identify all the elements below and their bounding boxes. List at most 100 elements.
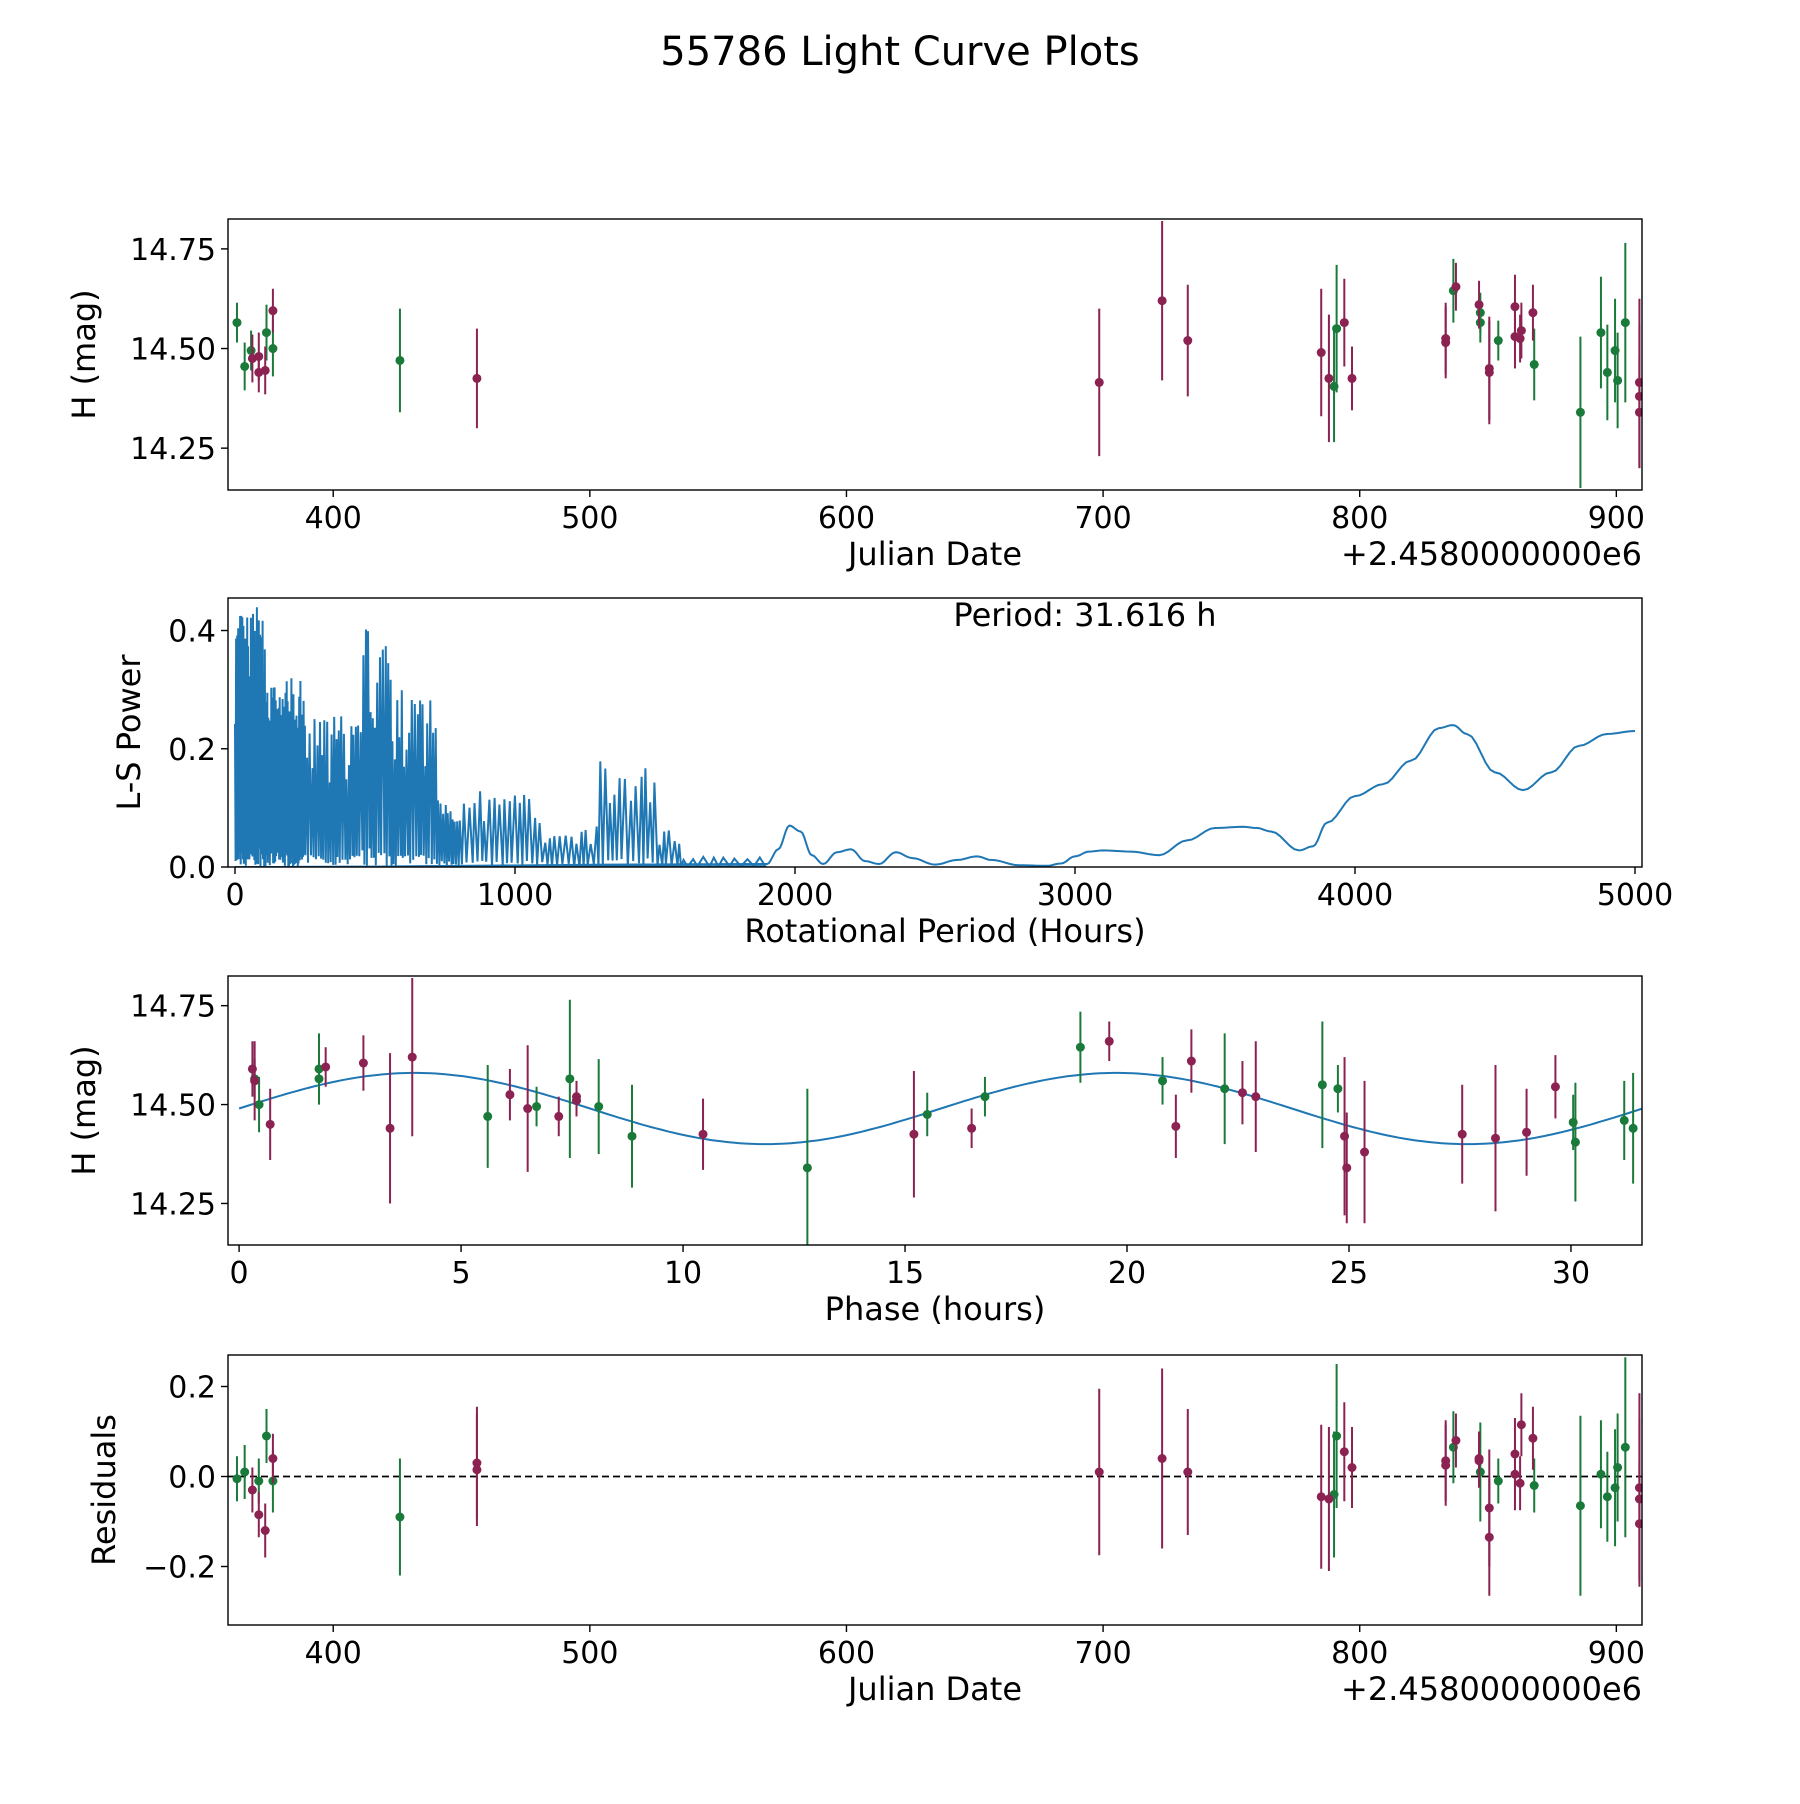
x-tick-label: 400 xyxy=(305,501,362,536)
data-point-green xyxy=(1332,324,1342,334)
data-point-purple xyxy=(572,1096,582,1106)
y-tick-label: 14.75 xyxy=(130,990,216,1025)
data-point-purple xyxy=(1186,1056,1196,1066)
data-point-purple xyxy=(1347,1463,1357,1472)
data-point-green xyxy=(254,1100,264,1110)
data-point-purple xyxy=(260,1526,270,1535)
periodogram-frame xyxy=(227,597,1643,868)
data-point-purple xyxy=(1171,1121,1181,1131)
data-point-purple xyxy=(1634,1519,1642,1529)
data-point-green xyxy=(1575,407,1585,417)
data-point-purple xyxy=(472,1458,482,1468)
x-tick-label: 0 xyxy=(230,1256,249,1291)
data-point-green xyxy=(565,1074,575,1084)
data-point-purple xyxy=(1342,1163,1352,1173)
x-tick-label: 400 xyxy=(305,1636,362,1671)
x-tick-label: 1000 xyxy=(477,878,553,913)
data-point-purple xyxy=(1316,1492,1326,1502)
data-point-green xyxy=(261,1431,271,1441)
data-point-green xyxy=(232,318,242,328)
data-point-purple xyxy=(505,1090,515,1100)
lightcurve-ylabel: H (mag) xyxy=(65,289,103,419)
data-point-green xyxy=(1332,1431,1342,1441)
data-point-green xyxy=(261,328,271,338)
periodogram-panel: 0 1000 2000 3000 4000 5000 0.0 0.2 0.4 Rotational… xyxy=(110,596,1673,950)
data-point-green xyxy=(1613,375,1623,385)
data-point-green xyxy=(1475,308,1485,318)
data-point-green xyxy=(1570,1137,1580,1147)
y-tick-label: 0.0 xyxy=(168,851,216,886)
y-tick-label: 14.25 xyxy=(130,1187,216,1222)
residuals-panel: 400 500 600 700 800 900 −0.2 0.0 0.2 Julian Date R… xyxy=(85,1354,1645,1708)
data-point-green xyxy=(232,1474,242,1484)
data-point-purple xyxy=(385,1123,395,1133)
data-point-purple xyxy=(1347,373,1357,383)
data-point-purple xyxy=(523,1104,533,1114)
x-tick-label: 3000 xyxy=(1037,878,1113,913)
data-point-purple xyxy=(1183,1467,1193,1477)
y-tick-label: 0.0 xyxy=(168,1461,216,1496)
x-tick-label: 500 xyxy=(561,501,618,536)
data-point-green xyxy=(1628,1123,1638,1133)
data-point-purple xyxy=(1510,1469,1520,1479)
data-point-green xyxy=(1158,1076,1168,1086)
periodogram-plot-area xyxy=(234,607,1636,867)
data-point-purple xyxy=(268,306,278,316)
x-tick-label: 700 xyxy=(1074,1636,1131,1671)
data-point-purple xyxy=(1157,1454,1167,1463)
x-tick-label: 0 xyxy=(225,878,244,913)
data-point-green xyxy=(1596,328,1606,338)
data-point-green xyxy=(268,344,278,354)
data-point-purple xyxy=(358,1058,368,1068)
data-point-green xyxy=(1529,1481,1539,1490)
y-tick-label: 14.75 xyxy=(130,233,216,268)
x-tick-label: 800 xyxy=(1331,501,1388,536)
x-tick-label: 600 xyxy=(818,501,875,536)
data-point-purple xyxy=(1339,1447,1349,1457)
data-point-purple xyxy=(1324,1494,1334,1504)
y-tick-label: 0.2 xyxy=(168,1371,216,1406)
data-point-purple xyxy=(1451,282,1461,292)
x-tick-label: 500 xyxy=(561,1636,618,1671)
x-tick-label: 20 xyxy=(1108,1256,1146,1291)
data-point-purple xyxy=(407,1052,417,1062)
x-tick-label: 700 xyxy=(1074,501,1131,536)
y-tick-label: 14.25 xyxy=(130,432,216,467)
data-point-purple xyxy=(1634,407,1642,417)
data-point-green xyxy=(1575,1501,1585,1511)
data-point-green xyxy=(980,1092,990,1102)
x-tick-label: 15 xyxy=(886,1256,924,1291)
data-point-green xyxy=(1493,1476,1503,1486)
data-point-purple xyxy=(1474,300,1484,310)
data-point-purple xyxy=(967,1123,977,1133)
data-point-green xyxy=(1613,1463,1623,1472)
phased-ylabel: H (mag) xyxy=(65,1045,103,1175)
x-tick-label: 800 xyxy=(1331,1636,1388,1671)
data-point-green xyxy=(922,1109,932,1119)
lightcurve-plot-area xyxy=(232,220,1642,489)
y-tick-label: 14.50 xyxy=(130,333,216,368)
y-tick-label: 14.50 xyxy=(130,1089,216,1124)
x-tick-label: 30 xyxy=(1552,1256,1590,1291)
data-point-green xyxy=(1602,367,1612,377)
x-tick-label: 2000 xyxy=(757,878,833,913)
data-point-green xyxy=(802,1163,812,1173)
data-point-green xyxy=(1619,1115,1629,1125)
data-point-purple xyxy=(1474,1454,1484,1463)
data-point-purple xyxy=(1157,296,1167,306)
data-point-green xyxy=(483,1111,493,1121)
x-tick-label: 600 xyxy=(818,1636,875,1671)
data-point-purple xyxy=(1339,318,1349,328)
data-point-purple xyxy=(254,351,264,361)
data-point-purple xyxy=(1528,308,1538,318)
x-tick-label: 25 xyxy=(1330,1256,1368,1291)
data-point-purple xyxy=(1522,1127,1532,1137)
data-point-purple xyxy=(1451,1436,1461,1445)
data-point-purple xyxy=(1324,373,1334,383)
data-point-purple xyxy=(1104,1036,1114,1046)
data-point-green xyxy=(1596,1469,1606,1479)
y-tick-label: 0.4 xyxy=(168,615,216,650)
data-point-green xyxy=(1493,336,1503,346)
periodogram-xlabel: Rotational Period (Hours) xyxy=(744,912,1145,950)
